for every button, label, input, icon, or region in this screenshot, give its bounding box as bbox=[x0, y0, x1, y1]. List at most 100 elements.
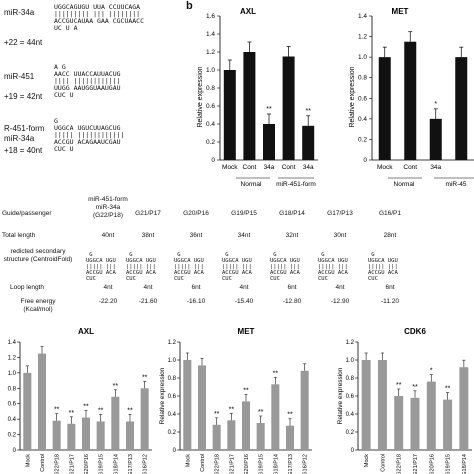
c-sig: ** bbox=[243, 387, 249, 394]
col-name: G16/P1 bbox=[378, 210, 402, 217]
panel-b-letter: b bbox=[186, 0, 193, 12]
c-xlabel: G20/P16 bbox=[84, 454, 90, 474]
col-energy: -12.90 bbox=[330, 298, 350, 305]
b-xlabel: Mock bbox=[222, 164, 238, 171]
c-xlabel: G20/P16 bbox=[244, 454, 250, 474]
b-axl-group-451: miR-451-form bbox=[276, 181, 316, 188]
b-tick-label: 0 bbox=[363, 157, 367, 164]
c-tick-label: 1.2 bbox=[346, 340, 355, 346]
c-xlabel: G16/P12 bbox=[143, 454, 149, 474]
col-energy: -15.40 bbox=[234, 298, 254, 305]
b-axl-title: AXL bbox=[240, 7, 256, 16]
c-sig: ** bbox=[229, 406, 235, 413]
row-label-loop: Loop length bbox=[10, 284, 44, 291]
row-label-length: Total length bbox=[2, 232, 36, 239]
c-xlabel: G20/P16 bbox=[429, 454, 435, 474]
b-tick-label: 0.8 bbox=[358, 75, 367, 82]
c-tick-label: 0.4 bbox=[168, 412, 177, 418]
b-xlabel: 34a bbox=[430, 164, 441, 171]
c-bar bbox=[81, 417, 91, 450]
b-tick-label: 0.2 bbox=[358, 136, 367, 143]
col-structure-sketch: G UGGCA UGU ||||| ||| ACCGU ACA CUC bbox=[318, 252, 348, 282]
c-bar bbox=[426, 381, 436, 450]
c-xlabel: Control bbox=[380, 454, 386, 472]
c-tick-label: 0.4 bbox=[346, 412, 355, 418]
b-bar bbox=[429, 118, 442, 160]
construct-2-length: +19 = 42nt bbox=[4, 92, 43, 101]
c-xlabel: G19/P15 bbox=[446, 454, 452, 474]
b-xlabel: Cont bbox=[243, 164, 257, 171]
b-xlabel: Cont bbox=[403, 164, 417, 171]
c-title: CDK6 bbox=[404, 327, 426, 336]
c-tick-label: 0.6 bbox=[346, 394, 355, 400]
c-bar bbox=[212, 424, 221, 450]
col-energy: -21.60 bbox=[138, 298, 158, 305]
col-name: G17/P13 bbox=[327, 210, 353, 217]
b-met-group-normal: Normal bbox=[394, 181, 416, 188]
b-tick-label: 1.4 bbox=[358, 13, 367, 20]
c-sig: ** bbox=[69, 410, 75, 417]
construct-2-hairpin: A G AACC UUACCAUUACUG |||| |||||||||||| … bbox=[54, 63, 121, 99]
col-name: miR-451-form bbox=[88, 196, 128, 203]
col-structure-sketch: G UGGCA UGU ||||| ||| ACCGU ACA CUC bbox=[222, 252, 252, 282]
col-loop: 4nt bbox=[103, 284, 113, 291]
col-structure-sketch: G UGGCA UGU ||||| ||| ACCGU ACA CUC bbox=[126, 252, 156, 282]
c-sig: ** bbox=[214, 411, 220, 418]
b-bar bbox=[263, 124, 275, 160]
c-tick-label: 1.2 bbox=[168, 340, 177, 346]
c-sig: ** bbox=[258, 409, 264, 416]
col-length: 30nt bbox=[333, 232, 347, 239]
c-bar bbox=[183, 360, 192, 450]
c-bar bbox=[37, 353, 47, 450]
c-xlabel: G16/P12 bbox=[303, 454, 309, 474]
b-axl-group-normal: Normal bbox=[241, 181, 263, 188]
c-bar bbox=[67, 423, 76, 450]
b-bar bbox=[378, 57, 391, 161]
b-xlabel: 34a bbox=[303, 164, 314, 171]
c-bar bbox=[125, 421, 135, 450]
c-bar bbox=[271, 384, 280, 450]
b-axl-ylabel: Relative expression bbox=[197, 66, 204, 127]
c-bar bbox=[300, 370, 309, 450]
b-tick-label: 1.2 bbox=[358, 34, 367, 41]
b-xlabel: 34a bbox=[264, 164, 275, 171]
c-xlabel: G22/P18 bbox=[215, 454, 221, 474]
col-length: 36nt bbox=[189, 232, 203, 239]
b-sig: ** bbox=[266, 106, 272, 113]
b-sig: ** bbox=[305, 108, 311, 115]
c-sig: ** bbox=[287, 412, 293, 419]
b-tick-label: 0.2 bbox=[206, 139, 215, 146]
c-xlabel: Control bbox=[40, 454, 46, 472]
col-name: G18/P14 bbox=[279, 210, 305, 217]
c-sig: ** bbox=[445, 386, 451, 393]
b-bar bbox=[282, 56, 295, 160]
b-tick-label: 0.4 bbox=[358, 116, 367, 123]
col-loop: 4nt bbox=[239, 284, 249, 291]
c-xlabel: G21/P17 bbox=[69, 454, 75, 474]
c-tick-label: 0.4 bbox=[8, 417, 17, 423]
col-length: 34nt bbox=[237, 232, 251, 239]
col-length: 32nt bbox=[285, 232, 299, 239]
construct-3-label: R-451-form bbox=[4, 124, 45, 133]
c-xlabel: G18/P14 bbox=[462, 454, 468, 474]
c-bar bbox=[197, 365, 207, 450]
col-length: 38nt bbox=[141, 232, 155, 239]
b-bar bbox=[223, 70, 236, 160]
col-name-2: miR-34a bbox=[95, 204, 121, 211]
c-tick-label: 1.2 bbox=[8, 355, 17, 361]
c-sig: * bbox=[430, 368, 433, 375]
b-tick-label: 1.0 bbox=[206, 67, 215, 74]
c-xlabel: G21/P17 bbox=[229, 454, 235, 474]
col-name-3: (G22/P18) bbox=[93, 212, 123, 219]
b-tick-label: 1.6 bbox=[206, 13, 215, 20]
c-tick-label: 1.0 bbox=[8, 371, 17, 377]
c-xlabel: G21/P17 bbox=[413, 454, 419, 474]
b-axl-chart: AXL Relative expression 1.6 1.4 1.2 1.0 0.8 0… bbox=[197, 7, 318, 188]
row-label-structure: redicted secondary structure (CentroidFo… bbox=[3, 248, 73, 263]
c-bar bbox=[459, 367, 469, 450]
c-xlabel: G17/P13 bbox=[128, 454, 134, 474]
c-tick-label: 0.2 bbox=[346, 430, 355, 436]
col-name: G19/P15 bbox=[231, 210, 257, 217]
c-sig: ** bbox=[83, 404, 89, 411]
c-xlabel: Mock bbox=[25, 454, 31, 467]
